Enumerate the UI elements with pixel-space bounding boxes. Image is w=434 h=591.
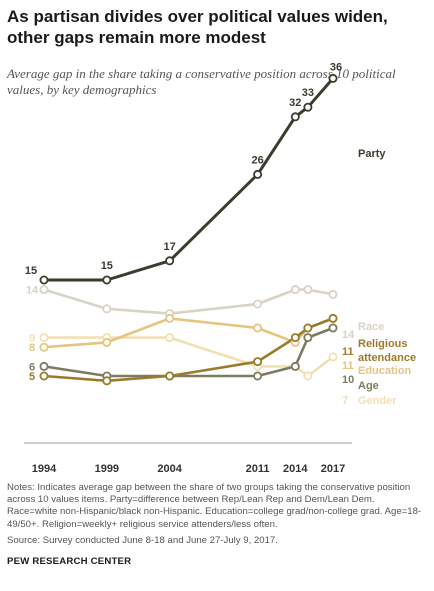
end-value-race: 14 [342,329,355,341]
series-name-race: Race [358,321,384,333]
series-name-religious-attendance-line2: attendance [358,352,416,364]
end-value-gender: 7 [342,395,348,407]
data-label-age: 6 [29,361,35,373]
data-point-religious-attendance [290,333,300,343]
data-point-education [102,337,112,347]
data-point-gender [39,333,49,343]
data-label-party: 32 [289,97,301,109]
series-name-party: Party [358,148,386,160]
data-label-party: 17 [164,241,176,253]
end-value-education: 11 [342,360,354,372]
data-point-party [303,102,313,112]
data-point-party [39,275,49,285]
series-name-religious-attendance: Religious [358,338,408,350]
data-point-race [328,289,338,299]
data-point-race [39,285,49,295]
data-point-education [165,313,175,323]
data-point-race [102,304,112,314]
data-point-age [39,361,49,371]
data-label-race: 14 [26,285,39,297]
data-point-party [165,256,175,266]
data-point-religious-attendance [102,376,112,386]
data-point-age [253,371,263,381]
data-point-gender [303,371,313,381]
data-label-party: 33 [302,87,314,99]
data-label-party: 26 [251,154,263,166]
data-point-religious-attendance [303,323,313,333]
series-line-age [42,326,335,378]
data-point-gender [165,333,175,343]
x-tick-label: 1999 [95,463,119,475]
end-value-religious-attendance: 11 [342,346,354,358]
data-point-religious-attendance [165,371,175,381]
chart-source: Source: Survey conducted June 8-18 and J… [7,535,278,546]
organization-name: PEW RESEARCH CENTER [7,556,132,567]
data-label-education: 8 [29,342,35,354]
chart-title: As partisan divides over political value… [7,7,388,47]
data-point-party [290,112,300,122]
data-point-race [303,285,313,295]
data-point-age [328,323,338,333]
data-label-party: 36 [330,61,342,73]
data-point-religious-attendance [39,371,49,381]
data-point-religious-attendance [253,357,263,367]
chart-notes: Notes: Indicates average gap between the… [7,482,422,530]
data-point-age [290,361,300,371]
x-tick-label: 2004 [157,463,182,475]
series-line-race [42,288,335,315]
data-label-gender: 9 [29,333,35,345]
data-point-gender [328,352,338,362]
x-tick-label: 1994 [32,463,57,475]
series-name-gender: Gender [358,395,397,407]
chart-subtitle: Average gap in the share taking a conser… [7,66,396,97]
data-label-party: 15 [101,260,113,272]
data-point-party [253,169,263,179]
data-point-religious-attendance [328,313,338,323]
data-point-race [290,285,300,295]
data-point-education [39,342,49,352]
data-point-education [253,323,263,333]
data-label-religious-attendance: 5 [29,371,35,383]
x-tick-label: 2011 [246,463,270,475]
data-point-race [253,299,263,309]
x-tick-label: 2017 [321,463,345,475]
series-name-age: Age [358,380,379,392]
x-tick-label: 2014 [283,463,308,475]
data-label-party: 15 [25,265,37,277]
data-point-age [303,333,313,343]
series-name-education: Education [358,365,411,377]
data-point-party [328,73,338,83]
series-line-religious-attendance [42,317,335,383]
end-value-age: 10 [342,374,354,386]
data-point-party [102,275,112,285]
